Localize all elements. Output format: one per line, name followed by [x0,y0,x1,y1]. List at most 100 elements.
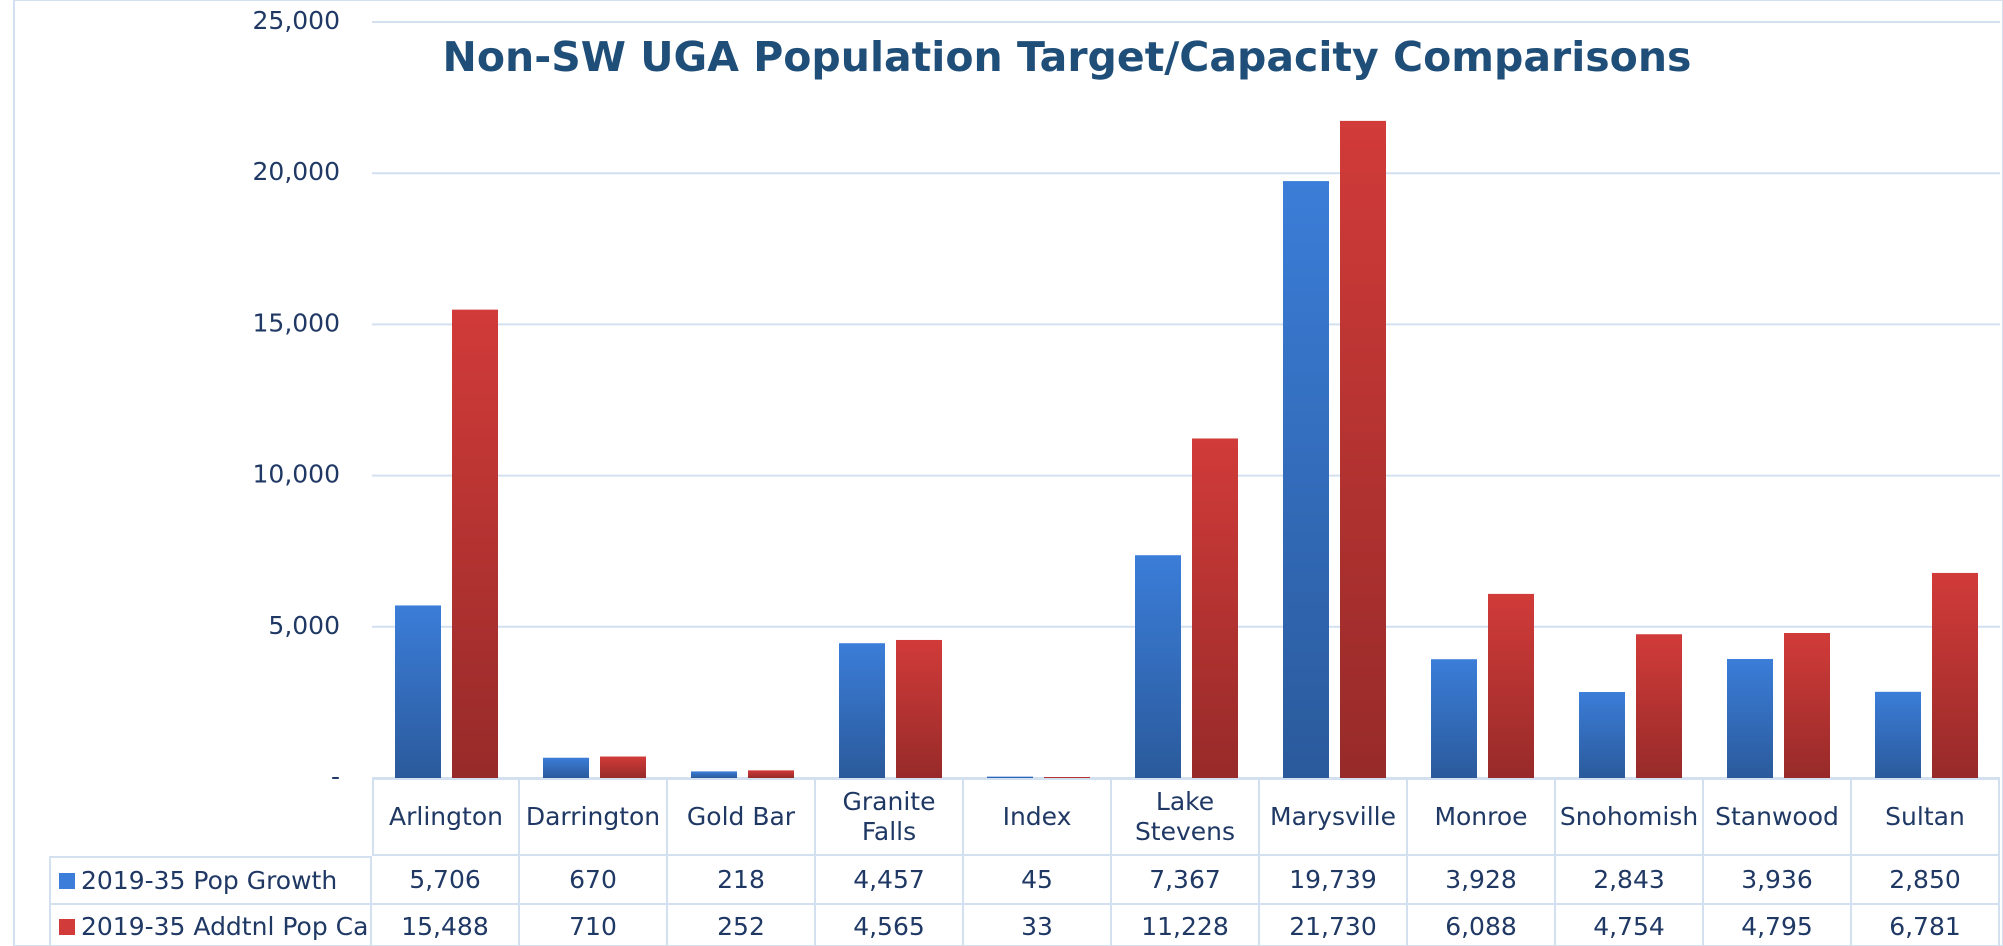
legend-entry: 2019-35 Addtnl Pop Cap [49,905,372,946]
x-tick-label: Snohomish [1556,778,1704,856]
data-table-value: 15,488 [372,905,520,946]
data-table-value-text: 2,843 [1593,864,1665,894]
x-tick-label-text: Granite Falls [842,787,936,846]
data-table-value-text: 4,795 [1741,911,1813,941]
data-table-value: 4,754 [1556,905,1704,946]
data-table-value-text: 45 [1021,864,1053,894]
x-tick-label-text: Sultan [1885,802,1965,831]
legend-entry: 2019-35 Pop Growth [49,856,372,905]
data-table-value-text: 33 [1021,911,1053,941]
data-table-value-text: 3,928 [1445,864,1517,894]
x-tick-label-text: Index [1002,802,1072,831]
x-tick-label: Gold Bar [668,778,816,856]
x-tick-label: Darrington [520,778,668,856]
chart-title: Non-SW UGA Population Target/Capacity Co… [443,33,1692,81]
x-tick-label: Arlington [372,778,520,856]
bar-shade [1636,634,1682,778]
x-tick-label: Lake Stevens [1112,778,1260,856]
x-tick-label: Index [964,778,1112,856]
legend-key [59,872,75,889]
x-tick-label: Granite Falls [816,778,964,856]
data-table-value-text: 4,754 [1593,911,1665,941]
data-table-value-text: 3,936 [1741,864,1813,894]
data-table-value: 3,928 [1408,856,1556,905]
data-table-value-text: 21,730 [1289,911,1377,941]
y-tick-label: 25,000 [253,6,340,35]
bar-shade [839,643,885,778]
data-table-value: 5,706 [372,856,520,905]
data-table-value: 2,843 [1556,856,1704,905]
x-tick-label-text: Monroe [1434,802,1528,831]
legend-label: 2019-35 Pop Growth [81,865,338,895]
x-tick-label-text: Gold Bar [686,802,796,831]
bar-shade [748,770,794,778]
bar-shade [1727,658,1773,778]
x-tick-label-text: Snohomish [1559,802,1699,831]
data-table-value: 4,565 [816,905,964,946]
data-table-value: 4,457 [816,856,964,905]
data-table-value: 7,367 [1112,856,1260,905]
data-table-value-text: 218 [717,864,765,894]
data-table-value: 19,739 [1260,856,1408,905]
data-table-value-text: 4,565 [853,911,925,941]
bar-shade [1579,692,1625,778]
data-table-value-text: 710 [569,911,617,941]
data-table-value-text: 4,457 [853,864,925,894]
legend-key [59,918,75,935]
data-table-value-text: 19,739 [1289,864,1377,894]
x-tick-label-text: Marysville [1270,802,1397,831]
data-table-value-text: 5,706 [409,864,481,894]
bar-shade [1932,572,1978,778]
bar-shade [1044,777,1090,778]
y-tick-label: 10,000 [253,460,340,489]
y-tick-label: 15,000 [253,308,340,337]
data-table-value: 218 [668,856,816,905]
data-table-value: 33 [964,905,1112,946]
data-table-value: 3,936 [1704,856,1852,905]
x-tick-label-text: Darrington [525,802,661,831]
legend-label: 2019-35 Addtnl Pop Cap [81,911,372,941]
bar-shade [987,776,1033,778]
data-table-value-text: 6,781 [1889,911,1961,941]
data-table-value: 6,781 [1852,905,2000,946]
x-tick-label: Sultan [1852,778,2000,856]
data-table-value: 2,850 [1852,856,2000,905]
bar-shade [1431,659,1477,778]
data-table-value-text: 11,228 [1141,911,1229,941]
x-tick-label-text: Arlington [389,802,503,831]
bar-shade [1135,555,1181,778]
data-table-value-text: 2,850 [1889,864,1961,894]
bar-shade [452,309,498,778]
x-tick-label: Stanwood [1704,778,1852,856]
bar-shade [1192,438,1238,778]
bar-shade [1784,632,1830,778]
bar-shade [896,639,942,778]
data-table-value: 6,088 [1408,905,1556,946]
bar-shade [543,757,589,778]
data-table-value-text: 15,488 [401,911,489,941]
data-table-value: 11,228 [1112,905,1260,946]
data-table-value: 4,795 [1704,905,1852,946]
x-tick-label-text: Lake Stevens [1134,787,1236,846]
x-tick-label: Monroe [1408,778,1556,856]
data-table-value: 252 [668,905,816,946]
data-table-value: 45 [964,856,1112,905]
data-table-value: 670 [520,856,668,905]
y-tick-label: 20,000 [253,157,340,186]
x-tick-label: Marysville [1260,778,1408,856]
data-table-value-text: 252 [717,911,765,941]
data-table-value: 21,730 [1260,905,1408,946]
data-table-value: 710 [520,905,668,946]
data-table-value-text: 6,088 [1445,911,1517,941]
bar-shade [1488,593,1534,778]
bar-shade [1283,181,1329,778]
bar-shade [395,605,441,778]
data-table-value-text: 670 [569,864,617,894]
bar-shade [1875,691,1921,778]
bar-shade [1340,120,1386,778]
bar-shade [691,771,737,778]
y-tick-label: - [331,762,340,791]
x-tick-label-text: Stanwood [1715,802,1839,831]
